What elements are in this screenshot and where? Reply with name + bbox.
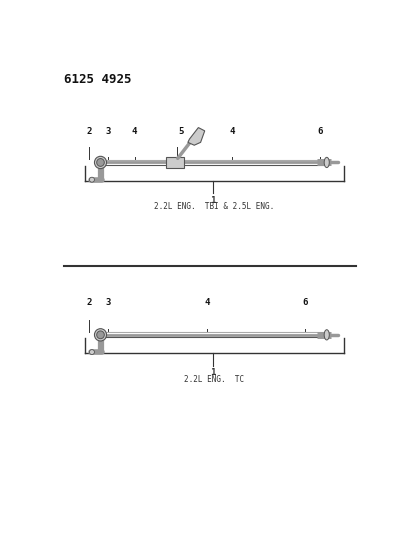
Text: 6125 4925: 6125 4925 xyxy=(64,73,131,86)
Bar xyxy=(166,157,184,168)
Ellipse shape xyxy=(94,156,106,168)
Text: 3: 3 xyxy=(105,298,110,307)
Text: 1: 1 xyxy=(210,196,216,205)
Text: 4: 4 xyxy=(204,298,209,307)
Text: 2.2L ENG.  TBI & 2.5L ENG.: 2.2L ENG. TBI & 2.5L ENG. xyxy=(153,202,273,211)
Text: 6: 6 xyxy=(302,298,308,307)
Ellipse shape xyxy=(89,350,94,354)
Text: 2: 2 xyxy=(86,298,91,307)
Text: 3: 3 xyxy=(105,127,110,136)
Polygon shape xyxy=(187,127,204,145)
Text: 6: 6 xyxy=(316,127,321,136)
Ellipse shape xyxy=(94,329,106,341)
Ellipse shape xyxy=(97,331,104,339)
Text: 4: 4 xyxy=(131,127,137,136)
Text: 5: 5 xyxy=(178,127,183,136)
Text: 4: 4 xyxy=(229,127,234,136)
Ellipse shape xyxy=(324,157,328,167)
Text: 2: 2 xyxy=(86,127,91,136)
Ellipse shape xyxy=(97,158,104,166)
Ellipse shape xyxy=(89,177,94,182)
Text: 2.2L ENG.  TC: 2.2L ENG. TC xyxy=(183,375,243,384)
Ellipse shape xyxy=(324,330,328,340)
Text: 1: 1 xyxy=(210,368,216,377)
